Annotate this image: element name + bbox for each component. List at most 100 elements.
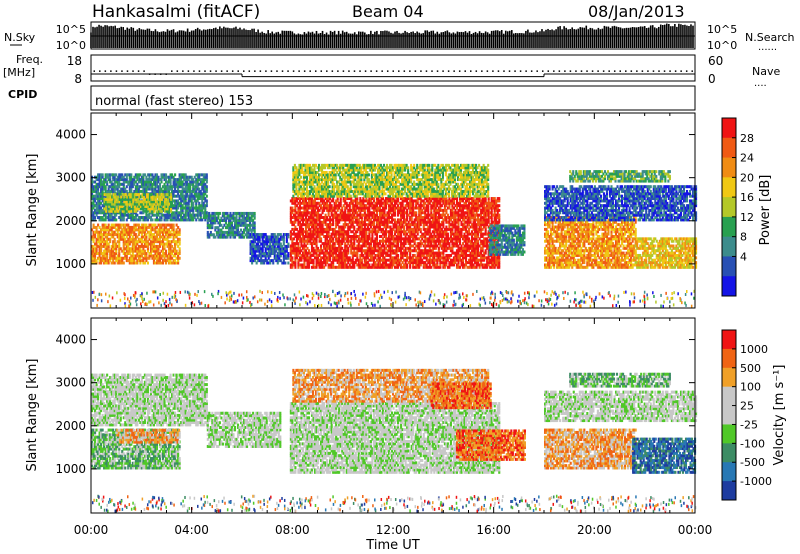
nave-dot <box>658 70 660 72</box>
range-gate-cell <box>125 244 128 248</box>
range-gate-cell <box>152 247 156 251</box>
range-gate-cell <box>143 180 146 184</box>
range-gate-cell <box>171 173 174 177</box>
range-gate-cell <box>146 178 149 182</box>
range-gate-cell <box>129 209 132 213</box>
range-gate-cell <box>196 199 199 203</box>
range-gate-cell <box>110 180 113 184</box>
range-gate-cell <box>109 249 112 253</box>
range-gate-cell <box>101 197 104 201</box>
range-gate-cell <box>116 192 119 196</box>
range-gate-cell <box>175 233 178 237</box>
range-gate-cell <box>94 230 97 234</box>
range-gate-cell <box>92 204 95 208</box>
range-gate-cell <box>117 209 120 213</box>
range-gate-cell <box>109 237 112 241</box>
range-gate-cell <box>133 175 136 179</box>
range-gate-cell <box>198 189 201 193</box>
range-gate-cell <box>95 192 98 196</box>
range-gate-cell <box>113 180 116 184</box>
range-gate-cell <box>125 178 128 182</box>
range-gate-cell <box>169 233 172 237</box>
range-gate-cell <box>109 218 112 222</box>
range-gate-cell <box>115 209 118 213</box>
range-gate-cell <box>118 228 121 232</box>
range-gate-cell <box>157 189 160 193</box>
range-gate-cell <box>95 187 98 191</box>
range-gate-cell <box>128 252 131 256</box>
range-gate-cell <box>130 218 133 222</box>
range-gate-cell <box>320 237 323 241</box>
range-gate-cell <box>184 185 187 189</box>
range-gate-cell <box>136 259 139 263</box>
range-gate-cell <box>201 194 204 198</box>
range-gate-cell <box>151 175 154 179</box>
range-gate-cell <box>151 247 154 251</box>
range-gate-cell <box>125 218 128 222</box>
range-gate-cell <box>130 180 133 184</box>
range-gate-cell <box>127 247 130 251</box>
range-gate-cell <box>157 228 160 232</box>
range-gate-cell <box>122 213 125 217</box>
range-gate-cell <box>117 197 120 201</box>
range-gate-cell <box>202 197 205 201</box>
range-gate-cell <box>187 216 190 220</box>
range-gate-cell <box>196 213 199 217</box>
range-gate-cell <box>187 213 190 217</box>
range-gate-cell <box>178 233 181 237</box>
range-gate-cell <box>139 189 142 193</box>
range-gate-cell <box>184 182 187 186</box>
range-gate-cell <box>180 182 183 186</box>
range-gate-cell <box>118 189 121 193</box>
range-gate-cell <box>136 173 139 177</box>
range-gate-cell <box>177 189 180 193</box>
nave-dot <box>375 70 378 72</box>
range-gate-cell <box>192 187 195 191</box>
range-gate-cell <box>116 175 119 179</box>
range-gate-cell <box>92 252 95 256</box>
range-gate-cell <box>198 192 201 196</box>
range-gate-cell <box>105 202 108 206</box>
range-gate-cell <box>139 218 142 222</box>
range-gate-cell <box>118 252 121 256</box>
range-gate-cell <box>204 192 207 196</box>
range-gate-cell <box>151 244 154 248</box>
nave-label: Nave <box>752 65 780 78</box>
range-gate-cell <box>130 178 133 182</box>
range-gate-cell <box>157 175 160 179</box>
range-gate-cell <box>204 175 207 179</box>
range-gate-cell <box>205 189 208 193</box>
nave-dot <box>237 70 239 72</box>
range-gate-cell <box>157 213 160 217</box>
range-gate-cell <box>174 173 177 177</box>
range-gate-cell <box>130 189 133 193</box>
range-gate-cell <box>201 201 204 205</box>
range-gate-cell <box>124 240 127 244</box>
range-gate-cell <box>145 209 148 213</box>
range-gate-cell <box>148 187 151 191</box>
range-gate-cell <box>113 213 116 217</box>
range-gate-cell <box>145 189 148 193</box>
range-gate-cell <box>137 252 140 256</box>
range-gate-cell <box>168 211 171 215</box>
range-gate-cell <box>189 180 192 184</box>
range-gate-cell <box>168 242 171 246</box>
range-gate-cell <box>134 242 137 246</box>
range-gate-cell <box>161 254 165 258</box>
range-gate-cell <box>139 259 142 263</box>
nave-dot <box>492 70 494 72</box>
range-gate-cell <box>100 175 103 179</box>
range-gate-cell <box>103 259 106 263</box>
range-gate-cell <box>119 178 122 182</box>
freq-label: Freq. <box>16 53 43 66</box>
range-gate-cell <box>123 193 126 197</box>
range-gate-cell <box>151 228 154 232</box>
range-gate-cell <box>104 233 107 237</box>
range-gate-cell <box>109 173 112 177</box>
nave-dot <box>519 70 522 72</box>
range-gate-cell <box>287 261 290 265</box>
nave-dot <box>564 70 566 72</box>
range-gate-cell <box>119 213 122 217</box>
range-gate-cell <box>151 182 154 186</box>
range-gate-cell <box>172 240 175 244</box>
